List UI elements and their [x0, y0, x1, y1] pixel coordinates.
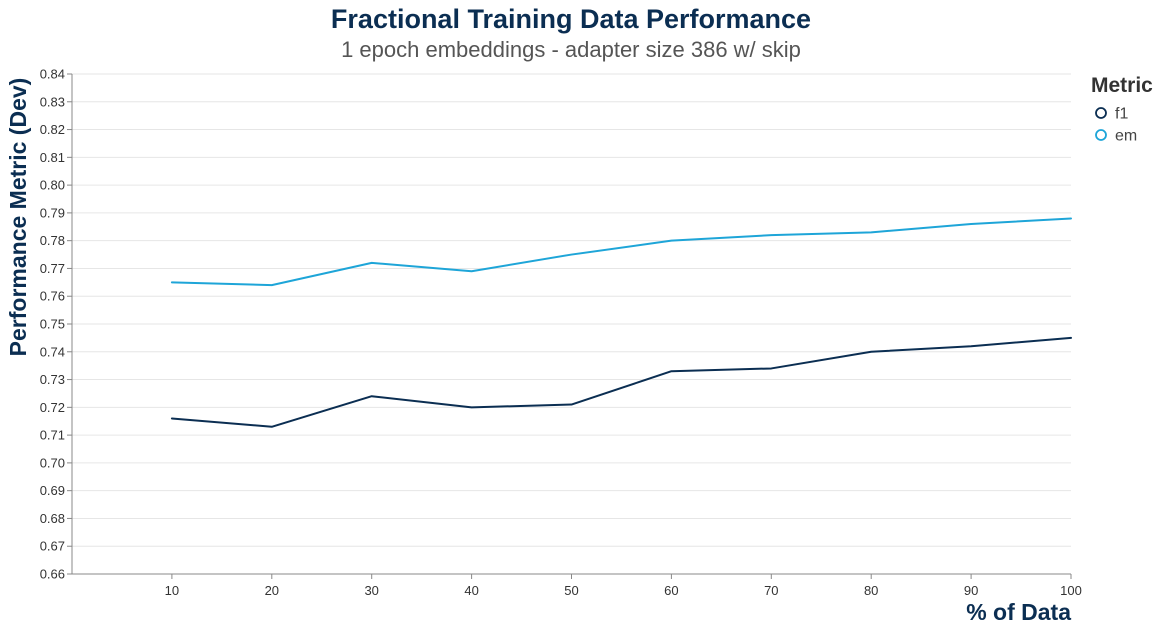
data-point-f1	[468, 403, 476, 411]
y-tick-label: 0.77	[40, 261, 65, 276]
series-f1	[168, 334, 1075, 431]
data-point-em	[667, 237, 675, 245]
y-axis-title: Performance Metric (Dev)	[5, 78, 31, 357]
y-tick-label: 0.74	[40, 344, 65, 359]
data-point-f1	[967, 342, 975, 350]
x-tick-label: 100	[1060, 583, 1082, 598]
data-point-em	[468, 267, 476, 275]
y-tick-label: 0.80	[40, 178, 65, 193]
data-point-em	[867, 228, 875, 236]
x-tick-label: 50	[564, 583, 578, 598]
y-tick-label: 0.72	[40, 400, 65, 415]
axes: 0.66 0.67 0.68 0.69 0.70 0.71 0.72 0.73 0.74 0.75…	[40, 67, 1082, 599]
data-point-f1	[767, 364, 775, 372]
series-line-f1	[170, 336, 1072, 428]
y-tick-label: 0.81	[40, 150, 65, 165]
data-point-f1	[867, 348, 875, 356]
legend-title: Metric	[1091, 74, 1153, 97]
data-point-f1	[568, 401, 576, 409]
y-tick-label: 0.71	[40, 428, 65, 443]
data-point-f1	[268, 423, 276, 431]
legend-symbol-em	[1095, 129, 1107, 141]
data-point-em	[1067, 214, 1075, 222]
x-tick-label: 60	[664, 583, 678, 598]
y-tick-label: 0.66	[40, 567, 65, 582]
data-point-em	[268, 281, 276, 289]
data-point-em	[368, 259, 376, 267]
series-line-em	[170, 217, 1072, 287]
y-tick-label: 0.84	[40, 67, 65, 82]
y-tick-label: 0.79	[40, 205, 65, 220]
legend-symbol-f1	[1095, 107, 1107, 119]
legend-label-em: em	[1115, 128, 1137, 145]
legend: Metric f1 em	[1091, 74, 1153, 145]
legend-item-em: em	[1095, 128, 1137, 145]
gridlines	[72, 73, 1071, 547]
data-point-em	[568, 251, 576, 259]
y-tick-label: 0.78	[40, 233, 65, 248]
y-tick-label: 0.70	[40, 455, 65, 470]
y-tick-label: 0.75	[40, 317, 65, 332]
data-point-em	[767, 231, 775, 239]
x-tick-label: 20	[265, 583, 279, 598]
series-em	[168, 214, 1075, 289]
x-tick-label: 30	[364, 583, 378, 598]
data-point-f1	[667, 367, 675, 375]
y-tick-label: 0.83	[40, 94, 65, 109]
x-tick-label: 90	[964, 583, 978, 598]
chart-subtitle: 1 epoch embeddings - adapter size 386 w/…	[341, 37, 801, 62]
y-tick-label: 0.69	[40, 483, 65, 498]
y-tick-label: 0.73	[40, 372, 65, 387]
y-tick-label: 0.68	[40, 511, 65, 526]
data-point-em	[168, 278, 176, 286]
series-lines	[168, 214, 1075, 431]
x-tick-label: 10	[165, 583, 179, 598]
data-point-f1	[368, 392, 376, 400]
legend-label-f1: f1	[1115, 106, 1128, 123]
x-tick-label: 40	[464, 583, 478, 598]
x-tick-label: 80	[864, 583, 878, 598]
data-point-em	[967, 220, 975, 228]
data-point-f1	[1067, 334, 1075, 342]
data-point-f1	[168, 414, 176, 422]
x-axis-title: % of Data	[966, 599, 1071, 625]
y-tick-label: 0.67	[40, 539, 65, 554]
legend-items: f1 em	[1095, 106, 1137, 145]
legend-item-f1: f1	[1095, 106, 1128, 123]
x-tick-label: 70	[764, 583, 778, 598]
y-tick-label: 0.76	[40, 289, 65, 304]
y-tick-label: 0.82	[40, 122, 65, 137]
chart-title: Fractional Training Data Performance	[331, 4, 811, 34]
